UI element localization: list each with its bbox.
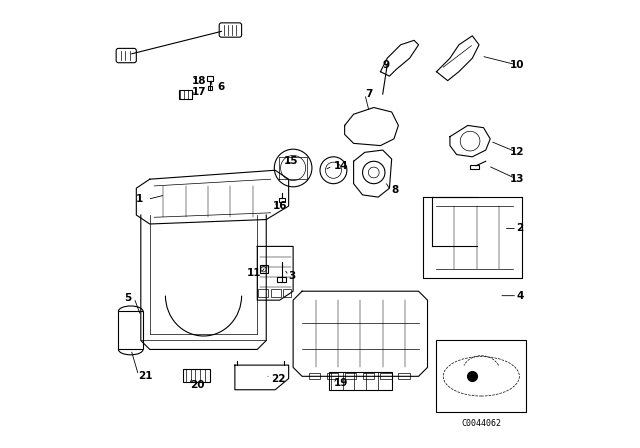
Bar bbox=[470, 165, 479, 169]
Text: 1: 1 bbox=[136, 194, 143, 204]
Bar bbox=[179, 90, 192, 99]
Bar bbox=[309, 373, 320, 379]
Text: 6: 6 bbox=[217, 82, 224, 92]
Text: 3: 3 bbox=[289, 271, 296, 280]
Text: 14: 14 bbox=[333, 161, 348, 171]
Bar bbox=[327, 373, 338, 379]
Text: 22: 22 bbox=[271, 374, 285, 383]
Text: 9: 9 bbox=[383, 60, 390, 70]
Text: 8: 8 bbox=[392, 185, 399, 195]
Text: 20: 20 bbox=[190, 380, 205, 390]
Bar bbox=[118, 311, 143, 349]
Text: 2: 2 bbox=[516, 224, 524, 233]
Bar bbox=[329, 372, 392, 390]
Text: 16: 16 bbox=[273, 201, 287, 211]
Text: 11: 11 bbox=[247, 268, 262, 278]
Text: 5: 5 bbox=[125, 293, 132, 303]
Text: 17: 17 bbox=[191, 87, 206, 97]
Bar bbox=[344, 373, 356, 379]
Text: 19: 19 bbox=[333, 378, 348, 388]
Text: 4: 4 bbox=[516, 291, 524, 301]
Bar bbox=[184, 369, 210, 382]
Bar bbox=[283, 289, 291, 297]
Bar bbox=[398, 373, 410, 379]
Bar bbox=[207, 76, 213, 81]
Bar bbox=[278, 277, 287, 282]
Bar bbox=[279, 198, 285, 202]
Text: 18: 18 bbox=[191, 76, 206, 86]
Bar bbox=[258, 289, 268, 297]
Text: 10: 10 bbox=[509, 60, 524, 70]
Bar bbox=[271, 289, 280, 297]
Text: 7: 7 bbox=[365, 89, 372, 99]
Bar bbox=[260, 265, 268, 273]
Text: 21: 21 bbox=[139, 371, 153, 381]
Text: 12: 12 bbox=[509, 147, 524, 157]
Bar bbox=[436, 340, 526, 412]
Text: 13: 13 bbox=[509, 174, 524, 184]
Bar bbox=[362, 373, 374, 379]
Text: 15: 15 bbox=[284, 156, 299, 166]
Bar bbox=[209, 86, 212, 90]
Bar bbox=[380, 373, 392, 379]
Text: C0044062: C0044062 bbox=[461, 419, 501, 428]
